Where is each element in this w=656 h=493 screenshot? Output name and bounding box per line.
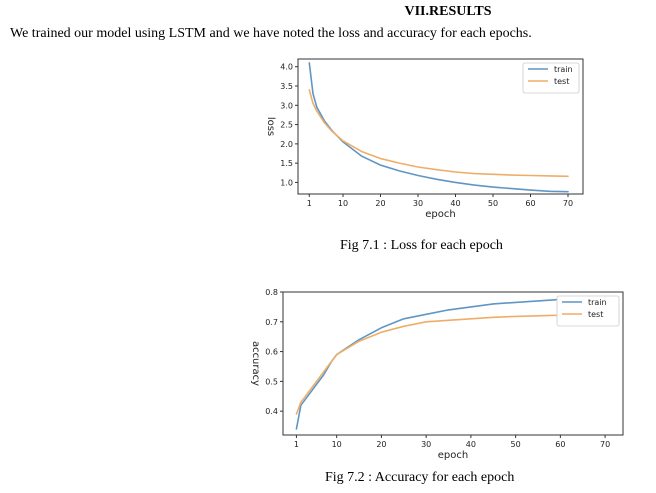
accuracy-x-tick-label: 50 [511, 440, 521, 449]
intro-paragraph: We trained our model using LSTM and we h… [10, 26, 532, 41]
figure-caption-loss: Fig 7.1 : Loss for each epoch [340, 238, 503, 253]
loss-x-tick-label: 30 [413, 199, 423, 208]
accuracy-x-tick-label: 70 [600, 440, 610, 449]
loss-y-tick-label: 4.0 [280, 63, 293, 72]
loss-x-tick-label: 50 [488, 199, 498, 208]
loss-y-tick-label: 1.0 [280, 178, 293, 187]
loss-y-tick-label: 2.5 [280, 121, 293, 130]
accuracy-chart: 1 10 20 30 40 50 60 70 0.4 0.5 0.6 0.7 0.8 epoch accur… [250, 288, 624, 461]
loss-legend [522, 62, 580, 94]
accuracy-y-tick-label: 0.6 [265, 348, 278, 357]
accuracy-series-train-line [295, 297, 575, 430]
accuracy-x-tick-label: 30 [421, 440, 431, 449]
section-heading: VII.RESULTS [404, 4, 492, 19]
accuracy-x-axis-label: epoch [438, 450, 468, 461]
accuracy-x-tick-label: 10 [332, 440, 342, 449]
accuracy-y-tick-label: 0.4 [265, 407, 278, 416]
loss-series-test-line [308, 89, 569, 178]
loss-x-tick-label: 40 [450, 199, 460, 208]
accuracy-x-tick-label: 20 [376, 440, 386, 449]
accuracy-legend-label-test: test [588, 310, 603, 319]
accuracy-x-tick-label: 40 [466, 440, 476, 449]
loss-x-axis-label: epoch [425, 209, 455, 220]
loss-y-tick-label: 3.5 [280, 82, 293, 91]
loss-y-tick-label: 1.5 [280, 159, 293, 168]
loss-y-tick-label: 3.0 [280, 101, 293, 110]
accuracy-x-tick-label: 60 [555, 440, 565, 449]
loss-x-tick-label: 60 [525, 199, 535, 208]
loss-plot-frame [297, 58, 584, 195]
figure-caption-accuracy: Fig 7.2 : Accuracy for each epoch [325, 470, 515, 485]
accuracy-x-tick-label: 1 [294, 440, 299, 449]
accuracy-y-axis-label: accuracy [250, 341, 261, 386]
loss-x-tick-label: 10 [338, 199, 348, 208]
loss-x-tick-label: 20 [375, 199, 385, 208]
loss-series-train-line [308, 62, 569, 193]
loss-legend-label-test: test [554, 77, 569, 86]
accuracy-y-tick-label: 0.8 [265, 288, 278, 297]
accuracy-legend-label-train: train [588, 298, 607, 307]
loss-y-tick-label: 2.0 [280, 140, 293, 149]
accuracy-y-tick-label: 0.5 [265, 377, 278, 386]
loss-x-tick-label: 1 [307, 199, 312, 208]
loss-legend-label-train: train [554, 65, 573, 74]
loss-x-tick-label: 70 [563, 199, 573, 208]
accuracy-plot-frame [282, 291, 624, 436]
loss-y-axis-label: loss [265, 117, 276, 136]
loss-chart: 1 10 20 30 40 50 60 70 1.0 1.5 2.0 2.5 3.0 3.5 4.0 epoc… [265, 58, 584, 220]
accuracy-y-tick-label: 0.7 [265, 318, 278, 327]
accuracy-series-test-line [295, 313, 575, 415]
accuracy-legend [556, 295, 620, 327]
